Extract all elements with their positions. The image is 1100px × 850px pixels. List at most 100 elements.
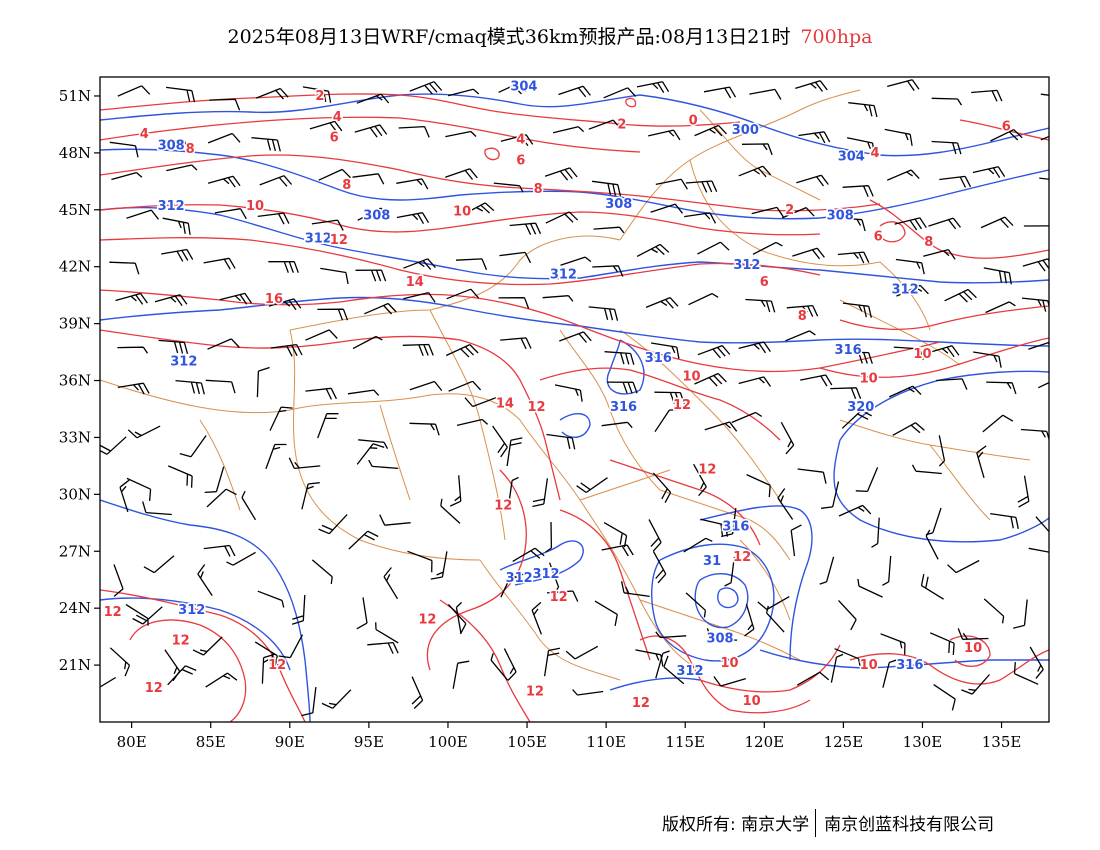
wind-barb [976,445,987,478]
wind-barb [697,241,730,255]
wind-barb [947,559,980,574]
wind-barb [925,529,939,560]
wind-barb [352,173,385,185]
wind-barb [645,296,679,309]
wind-barb [205,672,238,688]
wind-barb [207,132,241,144]
wind-barb [721,508,737,538]
wind-barb [752,241,783,255]
lat-tick-label: 39N [59,315,91,333]
wind-barb [857,578,883,598]
wind-barb [109,261,140,275]
geopotential-label: 316 [722,520,749,535]
wind-barb [259,175,293,187]
geopotential-label: 308 [158,138,185,153]
wind-barb [886,169,920,181]
wind-barb [257,590,285,608]
wind-barb [352,335,383,350]
wind-barb [636,243,670,257]
wind-barbs [100,79,1049,717]
wind-barb [688,293,719,306]
lat-tick-label: 24N [59,599,91,617]
wind-barb [931,97,963,106]
wind-barb [291,594,306,625]
wind-barb [268,298,302,311]
wind-barb [500,134,534,147]
wind-barb [251,137,281,152]
wind-barb [500,572,524,598]
wind-barb [449,475,462,507]
longitude-axis: 80E 85E 90E 95E 100E 105E 110E 115E 120E 125E 130E… [117,722,1021,751]
temperature-label: 10 [246,199,264,214]
geopotential-label: 308 [706,632,733,647]
wind-barb [648,129,681,141]
temperature-label: 2 [315,89,324,104]
wind-barb [403,258,436,270]
wind-barb [375,622,399,644]
wind-barb [403,291,436,303]
lon-tick-label: 115E [665,733,705,751]
lat-tick-label: 51N [59,87,91,105]
lat-tick-label: 27N [59,542,91,560]
wind-barb [269,406,293,431]
wind-barb [546,590,579,602]
wind-barb [593,226,625,234]
wind-barb [738,341,771,354]
lon-tick-label: 125E [824,733,864,751]
temperature-label: 12 [550,590,568,605]
wind-barb [445,130,477,138]
lat-tick-label: 45N [59,201,91,219]
wind-barb [166,164,198,172]
wind-barb [706,628,738,641]
wind-barb [929,632,955,655]
temperature-label: 14 [496,396,514,411]
wind-barb [650,342,680,359]
wind-barb [713,676,746,687]
temperature-label: 10 [743,694,761,709]
wind-barb [302,86,332,103]
temperature-label: 12 [145,681,163,696]
wind-barb [882,555,892,586]
wind-barb [492,425,508,458]
wind-barb [452,660,470,689]
wind-barb [383,567,399,600]
wind-barb [379,514,411,526]
wind-barb [884,128,913,146]
wind-barb [554,384,583,402]
wind-barb [143,555,175,574]
wind-barb [594,600,618,627]
wind-barb [214,208,247,220]
temperature-label: 10 [964,641,982,656]
wind-barb [781,207,815,219]
geopotential-label: 312 [733,258,760,273]
wind-barb [226,551,256,566]
wind-barb [261,653,275,684]
lon-tick-label: 120E [745,733,785,751]
wind-barb [506,437,523,467]
temperature-label: 12 [330,233,348,248]
lat-tick-label: 48N [59,144,91,162]
copyright-text: 版权所有: 南京大学 [662,815,810,835]
wind-barb [724,556,735,587]
wind-barb [278,634,304,659]
wind-barb [982,414,1014,433]
lat-tick-label: 30N [59,485,91,503]
lon-tick-label: 105E [507,733,547,751]
wind-barb [837,251,870,264]
wind-barb [255,87,289,100]
wind-barb [347,389,380,396]
wind-barb [592,180,622,197]
wind-barb [356,597,368,630]
wind-barb [142,501,172,516]
wind-barb [305,387,337,400]
temperature-label: 4 [140,127,149,142]
geopotential-label: 308 [827,208,854,223]
wind-barb [270,343,303,357]
wind-barb [694,372,727,387]
wind-barb [455,601,463,634]
wind-barb [197,564,213,596]
wind-barb [663,655,685,685]
wind-barb [1035,516,1049,533]
temperature-label: 10 [913,347,931,362]
